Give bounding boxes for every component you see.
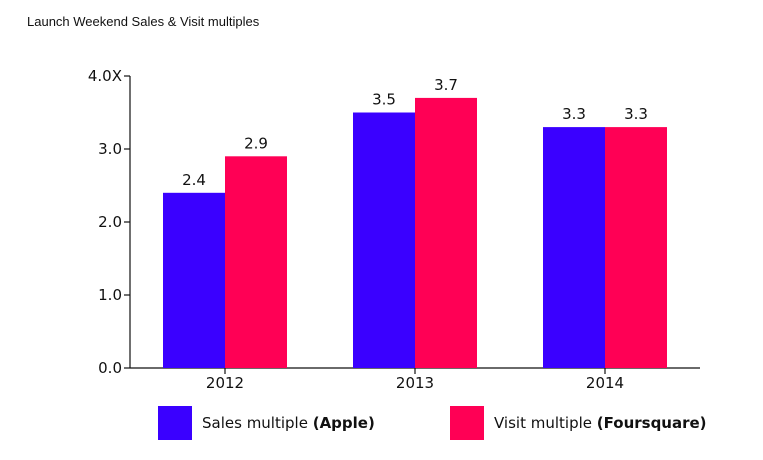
- data-label: 3.7: [434, 76, 458, 94]
- data-label: 3.3: [624, 105, 648, 123]
- x-tick-label: 2012: [206, 374, 244, 392]
- x-tick-label: 2013: [396, 374, 434, 392]
- bar: [225, 156, 287, 368]
- bar: [543, 127, 605, 368]
- legend-swatch-sales: [158, 406, 192, 440]
- bar-chart: 0.0 1.0 2.0 3.0 4.0X 2012 2.4 2.9 2013 3.5 3.7 2014…: [88, 67, 700, 392]
- data-label: 3.5: [372, 91, 396, 109]
- legend: Sales multiple (Apple) Visit multiple (F…: [0, 406, 763, 442]
- bar: [163, 192, 225, 368]
- y-tick-label: 1.0: [98, 286, 122, 304]
- y-tick-label: 4.0X: [88, 67, 122, 85]
- x-tick-label: 2014: [586, 374, 624, 392]
- data-label: 2.9: [244, 134, 268, 152]
- bar: [415, 97, 477, 369]
- y-tick-label: 0.0: [98, 359, 122, 377]
- data-label: 3.3: [562, 105, 586, 123]
- legend-item-sales: Sales multiple (Apple): [158, 406, 375, 440]
- bar: [353, 112, 415, 368]
- y-tick-label: 3.0: [98, 140, 122, 158]
- data-label: 2.4: [182, 171, 206, 189]
- legend-label-sales: Sales multiple: [202, 414, 313, 432]
- legend-swatch-visit: [450, 406, 484, 440]
- bar: [605, 127, 667, 368]
- chart-title: Launch Weekend Sales & Visit multiples: [27, 14, 260, 29]
- legend-label-visit-bold: (Foursquare): [596, 414, 707, 432]
- legend-label-visit: Visit multiple: [494, 414, 597, 432]
- legend-item-visit: Visit multiple (Foursquare): [450, 406, 707, 440]
- legend-label-sales-bold: (Apple): [312, 414, 375, 432]
- y-tick-label: 2.0: [98, 213, 122, 231]
